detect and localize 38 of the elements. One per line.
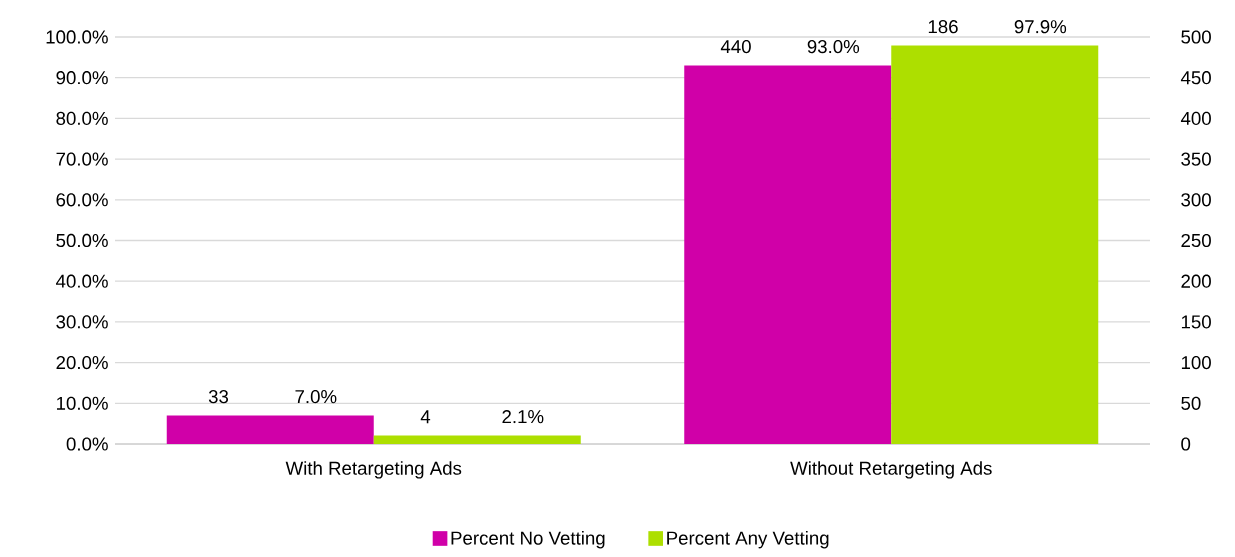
bar <box>373 435 581 444</box>
data-label: 97.9% <box>1014 20 1067 34</box>
y2-tick-label: 450 <box>1180 71 1211 85</box>
annotation: 33 <box>208 390 229 404</box>
x-tick-label: Without Retargeting Ads <box>790 461 992 479</box>
y2-tick-label: 200 <box>1181 274 1211 288</box>
y-tick-label: 70.0% <box>56 152 108 166</box>
y2-tick-label: 500 <box>1181 30 1211 44</box>
bar <box>166 415 374 444</box>
y-tick-label: 50.0% <box>56 233 108 248</box>
bar <box>684 65 892 444</box>
annotation: 440 <box>720 39 751 54</box>
data-label: 7.0% <box>295 390 337 404</box>
y-tick-label: 80.0% <box>56 111 108 126</box>
y2-tick-label: 150 <box>1181 315 1211 329</box>
y-tick-label: 10.0% <box>57 396 108 410</box>
y2-tick-label: 250 <box>1181 233 1211 248</box>
bar <box>891 45 1099 444</box>
legend-label: Percent Any Vetting <box>667 530 829 549</box>
y2-tick-label: 100 <box>1181 355 1211 370</box>
y2-tick-label: 350 <box>1181 152 1211 166</box>
y-tick-label: 100.0% <box>46 30 108 44</box>
legend-label: Percent No Vetting <box>451 530 605 549</box>
annotation: 4 <box>420 410 431 424</box>
y-tick-label: 20.0% <box>56 355 108 370</box>
y-tick-label: 60.0% <box>56 193 108 207</box>
y2-tick-label: 300 <box>1181 193 1211 207</box>
y2-tick-label: 50 <box>1181 396 1201 410</box>
x-tick-label: With Retargeting Ads <box>285 461 462 479</box>
data-label: 93.0% <box>807 39 860 54</box>
data-label: 2.1% <box>502 410 544 424</box>
y-tick-label: 0.0% <box>66 437 108 451</box>
y-tick-label: 40.0% <box>56 274 108 288</box>
y-tick-label: 30.0% <box>56 315 108 329</box>
y2-tick-label: 0 <box>1181 437 1191 451</box>
y-tick-label: 90.0% <box>56 71 108 85</box>
text: 186 <box>928 20 958 34</box>
y2-tick-label: 400 <box>1180 111 1211 126</box>
